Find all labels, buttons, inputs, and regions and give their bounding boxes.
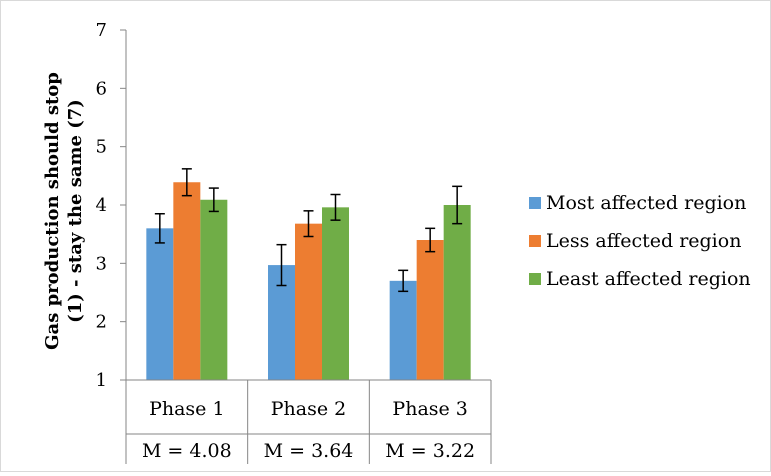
y-tick-label: 6 (96, 78, 107, 99)
bar-least-affected-region (200, 199, 228, 380)
category-table: Phase 1 M = 4.08 Phase 2 M = 3.64 Phase 3 M =… (126, 379, 492, 464)
bar-most-affected-region (389, 280, 417, 380)
legend: Most affected region Less affected region… (529, 192, 751, 290)
y-tick-label: 5 (96, 137, 107, 158)
y-tick-label: 3 (96, 253, 107, 274)
y-axis-label-line-2: (1) - stay the same (7) (65, 99, 86, 323)
legend-swatch (529, 235, 541, 247)
legend-swatch (529, 273, 541, 285)
legend-label: Most affected region (546, 192, 746, 214)
category-mean-label: M = 3.64 (264, 440, 354, 462)
legend-label: Least affected region (546, 268, 751, 290)
error-bars (154, 168, 463, 293)
category-label: Phase 3 (392, 398, 467, 420)
axes (120, 29, 127, 464)
bar-less-affected-region (295, 223, 322, 380)
category-label: Phase 2 (271, 398, 346, 420)
bar-less-affected-region (173, 182, 201, 380)
y-tick-label: 7 (96, 20, 107, 41)
y-tick-label: 4 (96, 195, 107, 216)
legend-swatch (529, 197, 541, 209)
bar-most-affected-region (146, 228, 174, 380)
bar-least-affected-region (443, 205, 471, 380)
bar-least-affected-region (322, 207, 349, 380)
y-tick-label: 1 (96, 370, 107, 391)
y-tick-labels: 1 2 3 4 5 6 7 (96, 20, 107, 391)
bars (146, 182, 471, 380)
y-axis-label-line-1: Gas production should stop (42, 72, 63, 350)
category-mean-label: M = 4.08 (142, 440, 232, 462)
category-label: Phase 1 (149, 398, 224, 420)
y-axis-label: Gas production should stop (1) - stay th… (42, 72, 86, 350)
legend-label: Less affected region (546, 230, 741, 252)
y-tick-label: 2 (96, 312, 107, 333)
bar-less-affected-region (416, 240, 444, 380)
category-mean-label: M = 3.22 (385, 440, 475, 462)
